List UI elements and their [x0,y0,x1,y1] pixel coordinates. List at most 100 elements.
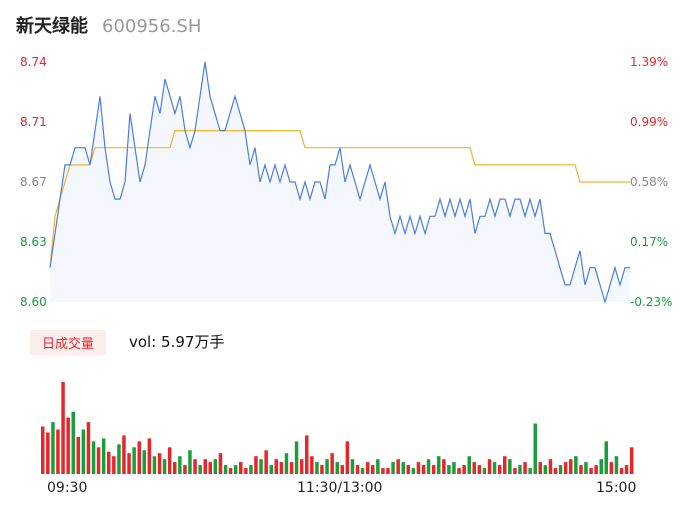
volume-bar [426,459,431,474]
volume-bar [614,456,619,474]
volume-bar [345,441,350,474]
y-tick-label-right: 1.39% [630,55,668,69]
volume-bar [396,459,400,474]
volume-bar [320,465,324,474]
volume-bar [127,453,131,474]
y-tick-label-right: 0.58% [630,175,668,189]
volume-bar [386,468,390,474]
volume-bar [299,459,304,474]
volume-chart [41,382,634,474]
volume-bar [132,447,136,474]
y-tick-label-left: 8.67 [20,175,47,189]
volume-bar [86,422,91,474]
volume-bar [208,462,212,474]
volume-bar [599,459,603,474]
volume-bar [543,465,548,474]
volume-bar [310,456,314,474]
volume-bars [41,382,634,474]
volume-bar [117,444,121,474]
volume-bar [355,465,360,474]
volume-bar [294,441,299,474]
volume-bar [244,468,248,474]
volume-bar [503,456,507,474]
volume-bar [350,459,355,474]
y-tick-label-left: 8.74 [20,55,47,69]
volume-badge[interactable]: 日成交量 [30,330,107,355]
volume-bar [629,447,634,474]
y-tick-label-right: 0.17% [630,235,668,249]
volume-bar [152,456,157,474]
price-area-fill [50,62,630,302]
y-tick-label-right: -0.23% [630,295,672,309]
volume-bar [437,456,441,474]
volume-bar [91,441,96,474]
volume-bar [360,468,365,474]
volume-bar [589,468,593,474]
volume-bar [391,462,395,474]
volume-bar [447,465,451,474]
volume-bar [472,462,476,474]
volume-bar [218,453,223,474]
volume-bar [492,462,497,474]
volume-bar [584,462,588,474]
volume-bar [137,441,141,474]
volume-bar [401,462,405,474]
volume-bar [76,436,80,474]
price-line [49,61,630,305]
volume-bar [66,417,70,474]
volume-bar [325,459,329,474]
volume-bar [193,459,197,474]
volume-bar [569,459,573,474]
right-axis-labels: 1.39% 0.99% 0.58% 0.17% -0.23% [630,55,672,309]
volume-bar [523,462,527,474]
volume-bar [122,435,126,474]
volume-bar [254,456,258,474]
volume-bar [477,465,482,474]
volume-bar [112,456,116,474]
volume-bar [421,465,426,474]
volume-bar [482,468,487,474]
volume-bar [41,426,45,474]
volume-bar [574,456,578,474]
volume-bar [487,459,492,474]
volume-bar [558,465,563,474]
volume-bar [167,447,172,474]
volume-bar [365,462,370,474]
volume-bar [147,438,152,474]
volume-bar [416,462,421,474]
volume-bar [305,435,309,474]
time-label-open: 09:30 [47,480,88,496]
volume-bar [81,429,86,474]
volume-bar [284,453,289,474]
y-tick-label-right: 0.99% [630,115,668,129]
volume-bar [579,465,583,474]
time-axis: 09:30 11:30/13:00 15:00 [0,480,686,500]
volume-bar [259,459,263,474]
volume-bar [188,450,192,474]
volume-bar [249,465,253,474]
volume-bar [178,456,182,474]
volume-bar [142,450,146,474]
volume-bar [619,468,624,474]
volume-bar [213,459,218,474]
y-tick-label-left: 8.71 [20,115,47,129]
time-label-close: 15:00 [596,480,637,496]
volume-bar [563,462,568,474]
volume-bar [223,465,228,474]
y-tick-label-left: 8.63 [20,235,47,249]
volume-bar [442,459,446,474]
volume-bar [198,465,202,474]
volume-bar [239,462,243,474]
volume-bar [96,447,101,474]
volume-bar [604,441,608,474]
volume-bar [406,465,410,474]
volume-bar [289,462,294,474]
volume-bar [376,459,380,474]
volume-bar [157,453,162,474]
volume-bar [508,459,512,474]
volume-bar [340,465,344,474]
volume-bar [624,465,629,474]
volume-bar [228,468,233,474]
volume-bar [56,429,60,474]
volume-bar [61,382,65,474]
